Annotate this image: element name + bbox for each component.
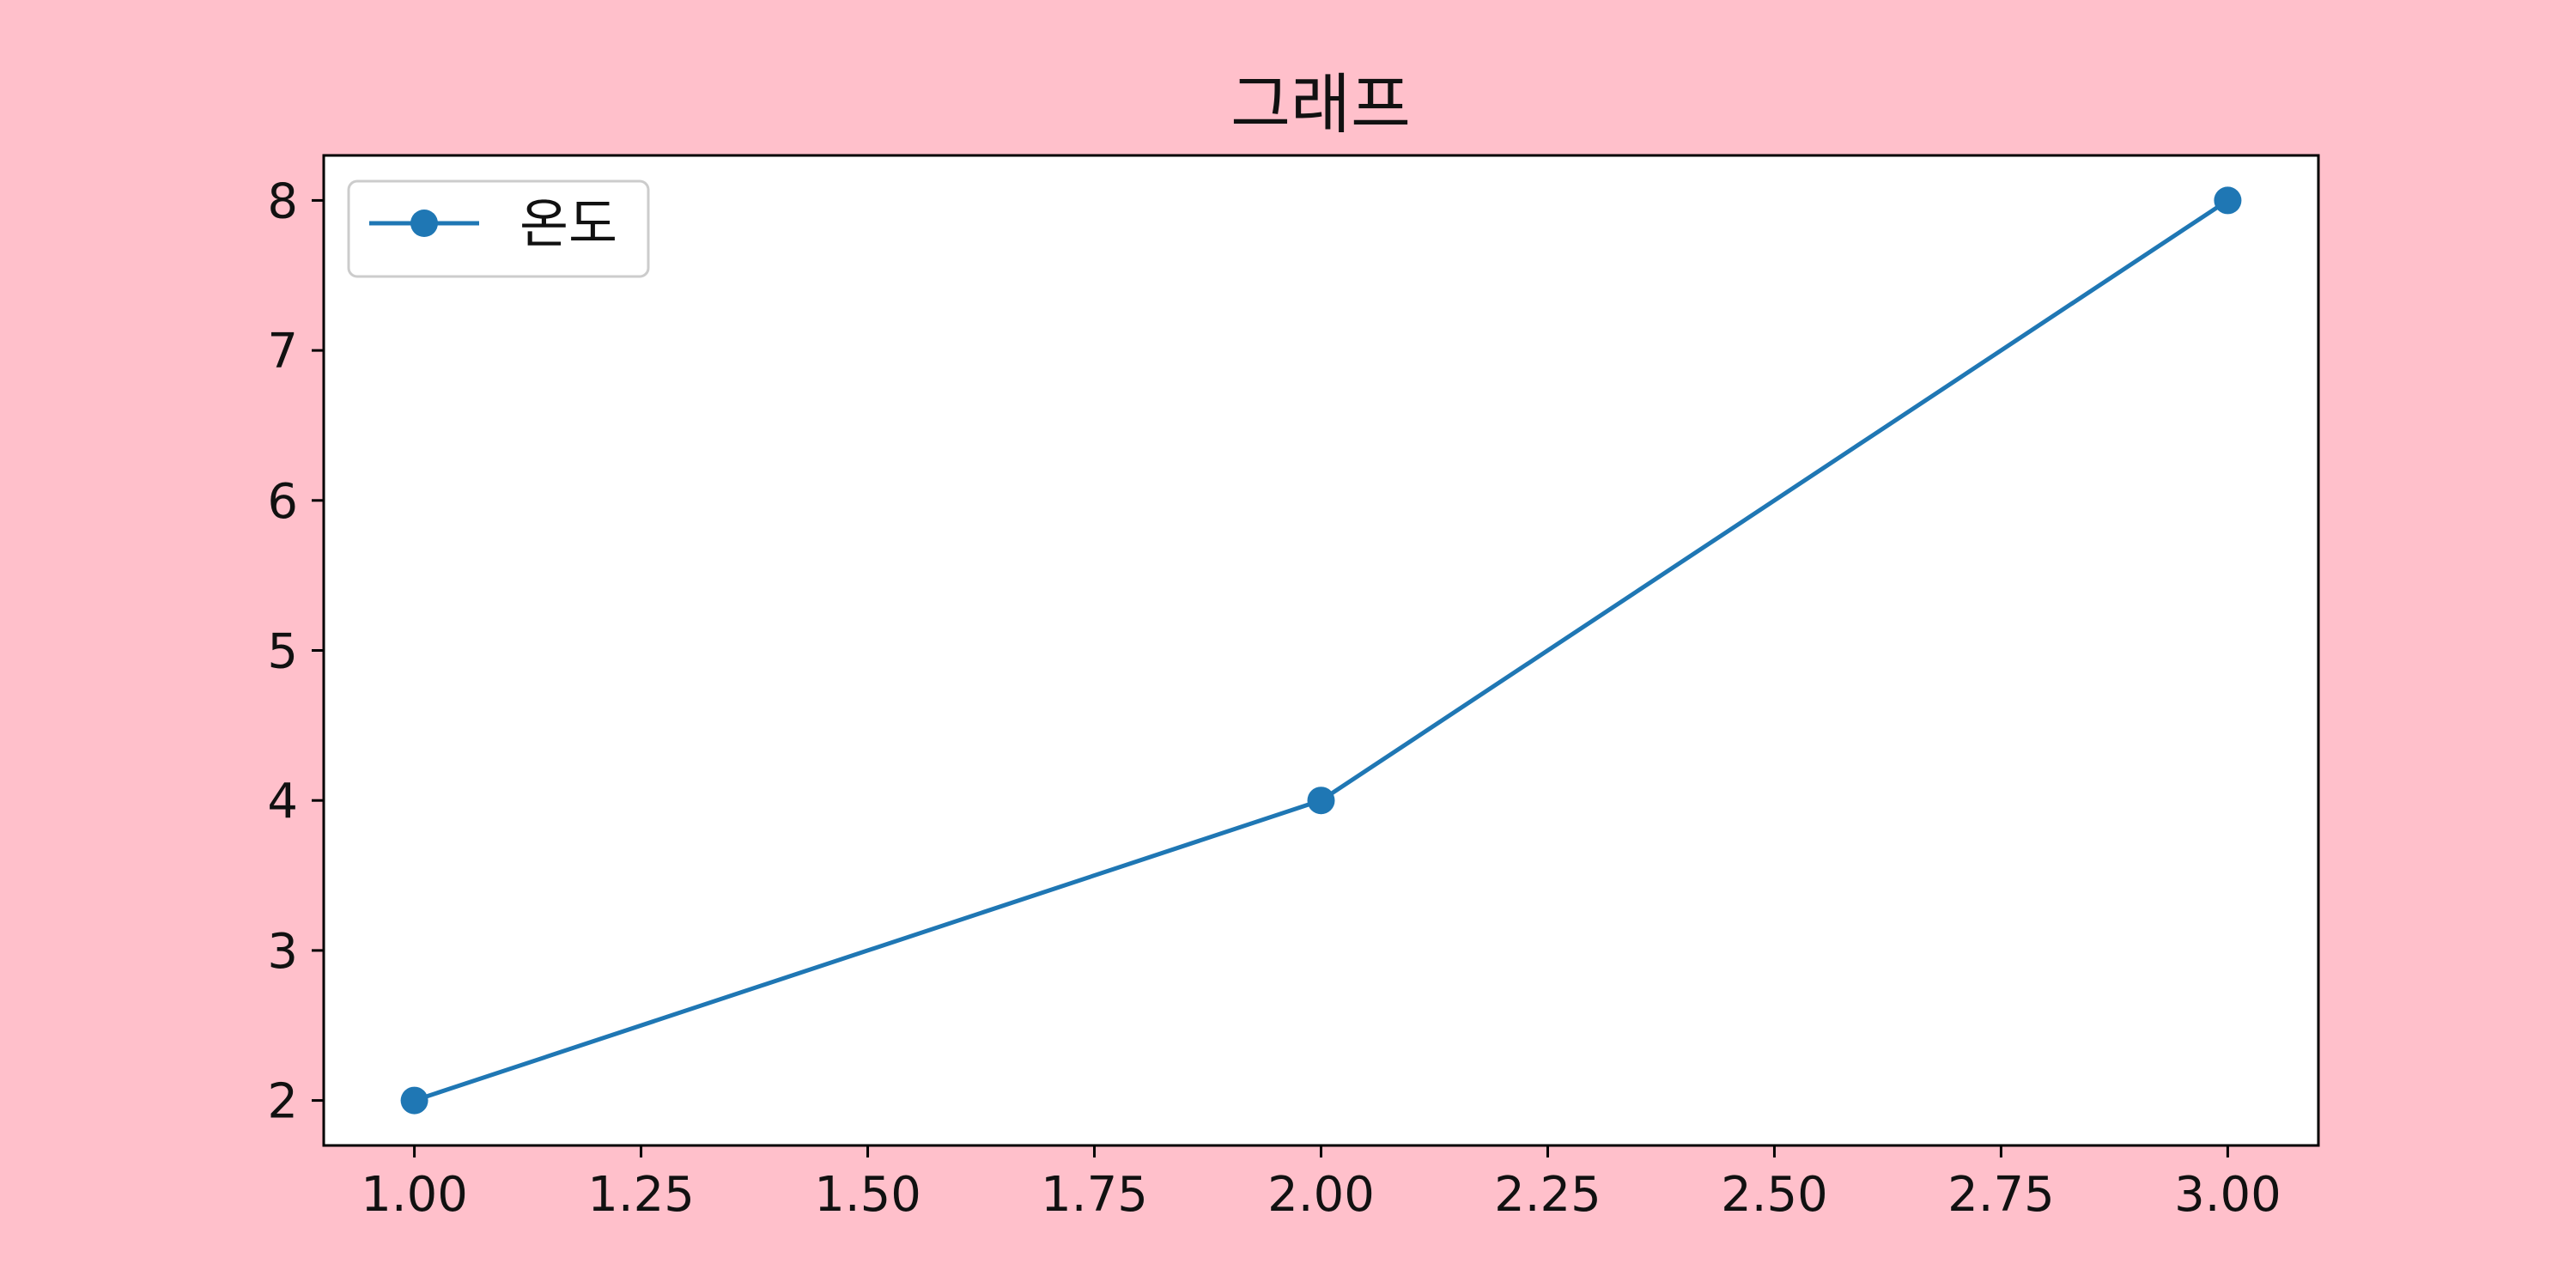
legend: 온도 bbox=[349, 181, 648, 276]
x-tick-label: 1.00 bbox=[361, 1167, 468, 1223]
y-axis: 2 3 4 5 6 7 8 bbox=[267, 173, 324, 1129]
x-tick-label: 2.75 bbox=[1947, 1167, 2055, 1223]
x-tick-label: 1.75 bbox=[1041, 1167, 1148, 1223]
data-point bbox=[1308, 787, 1335, 814]
y-tick-label: 3 bbox=[267, 924, 298, 980]
x-axis: 1.00 1.25 1.50 1.75 2.00 2.25 2.50 2.75 3.00 bbox=[361, 1145, 2281, 1223]
legend-label: 온도 bbox=[519, 192, 617, 255]
plot-area bbox=[324, 155, 2318, 1145]
x-tick-label: 2.00 bbox=[1267, 1167, 1375, 1223]
y-tick-label: 5 bbox=[267, 624, 298, 680]
y-tick-label: 7 bbox=[267, 324, 298, 380]
data-point bbox=[401, 1087, 428, 1115]
y-tick-label: 4 bbox=[267, 774, 298, 829]
x-tick-label: 3.00 bbox=[2174, 1167, 2281, 1223]
x-tick-label: 1.50 bbox=[814, 1167, 921, 1223]
legend-marker-swatch bbox=[410, 210, 438, 237]
chart-title: 그래프 bbox=[1230, 66, 1411, 143]
y-tick-label: 6 bbox=[267, 474, 298, 530]
x-tick-label: 2.25 bbox=[1494, 1167, 1601, 1223]
x-tick-label: 2.50 bbox=[1721, 1167, 1828, 1223]
x-tick-label: 1.25 bbox=[587, 1167, 695, 1223]
y-tick-label: 2 bbox=[267, 1074, 298, 1130]
data-point bbox=[2214, 186, 2241, 214]
y-tick-label: 8 bbox=[267, 173, 298, 229]
